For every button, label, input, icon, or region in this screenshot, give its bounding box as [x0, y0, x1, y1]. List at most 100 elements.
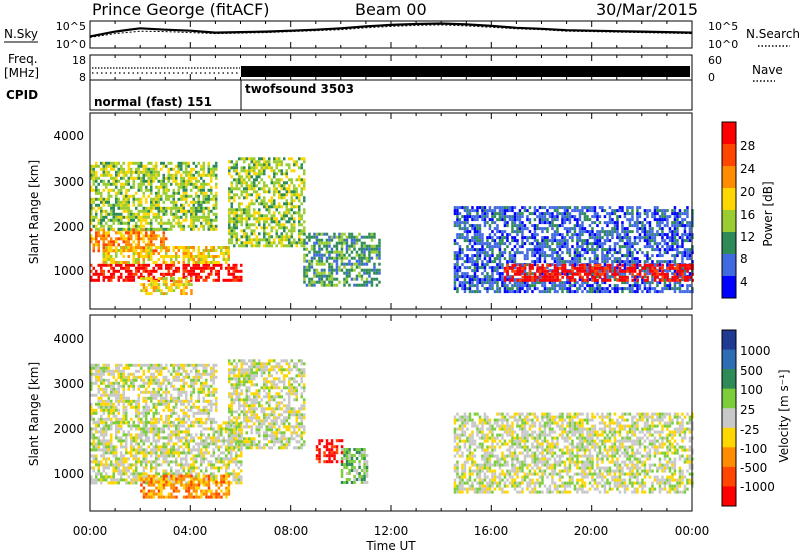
heatmap-cell: [466, 209, 469, 213]
heatmap-cell: [676, 269, 679, 273]
heatmap-cell: [237, 278, 240, 282]
heatmap-cell: [528, 266, 532, 270]
heatmap-cell: [265, 220, 268, 224]
heatmap-cell: [107, 275, 110, 279]
heatmap-cell: [107, 170, 110, 174]
heatmap-cell: [583, 227, 587, 231]
heatmap-cell: [280, 169, 283, 173]
heatmap-cell: [561, 251, 564, 255]
heatmap-cell: [583, 230, 587, 234]
heatmap-cell: [145, 457, 148, 461]
heatmap-cell: [260, 238, 263, 242]
heatmap-cell: [135, 224, 138, 228]
heatmap-cell: [210, 266, 213, 270]
heatmap-cell: [165, 277, 168, 281]
heatmap-cell: [593, 248, 597, 252]
heatmap-cell: [611, 233, 614, 237]
heatmap-cell: [182, 283, 186, 287]
heatmap-cell: [250, 184, 253, 188]
heatmap-cell: [686, 290, 689, 294]
heatmap-cell: [598, 239, 602, 243]
heatmap-cell: [563, 215, 567, 219]
heatmap-cell: [463, 272, 467, 276]
heatmap-cell: [616, 215, 619, 219]
heatmap-cell: [162, 427, 165, 431]
heatmap-cell: [330, 280, 334, 284]
heatmap-cell: [258, 223, 261, 227]
heatmap-cell: [546, 236, 549, 240]
heatmap-cell: [593, 221, 597, 225]
heatmap-cell: [152, 179, 155, 183]
heatmap-cell: [601, 272, 604, 276]
heatmap-cell: [601, 251, 604, 255]
heatmap-cell: [591, 209, 594, 213]
heatmap-cell: [538, 278, 542, 282]
heatmap-cell: [290, 202, 293, 206]
heatmap-cell: [258, 211, 261, 215]
heatmap-cell: [112, 466, 115, 470]
heatmap-cell: [576, 242, 579, 246]
heatmap-cell: [230, 166, 233, 170]
heatmap-cell: [145, 179, 148, 183]
heatmap-cell: [506, 221, 509, 225]
heatmap-cell: [270, 205, 273, 209]
heatmap-cell: [147, 439, 150, 443]
heatmap-cell: [355, 274, 359, 278]
heatmap-cell: [646, 233, 649, 237]
heatmap-cell: [358, 265, 361, 269]
heatmap-cell: [157, 454, 160, 458]
heatmap-cell: [656, 230, 659, 234]
heatmap-cell: [130, 275, 133, 279]
heatmap-cell: [132, 436, 135, 440]
heatmap-cell: [573, 215, 577, 219]
heatmap-cell: [568, 215, 572, 219]
heatmap-cell: [566, 245, 569, 249]
heatmap-cell: [503, 218, 507, 222]
heatmap-cell: [491, 212, 494, 216]
heatmap-cell: [676, 275, 679, 279]
heatmap-cell: [165, 206, 168, 210]
heatmap-cell: [112, 182, 115, 186]
heatmap-cell: [157, 258, 160, 261]
heatmap-cell: [340, 250, 344, 254]
heatmap-cell: [300, 187, 303, 191]
heatmap-cell: [122, 176, 125, 180]
heatmap-cell: [112, 454, 115, 458]
heatmap-cell: [578, 236, 582, 240]
beam-title: Beam 00: [355, 0, 427, 19]
heatmap-cell: [581, 254, 584, 258]
heatmap-cell: [273, 184, 276, 188]
heatmap-cell: [476, 227, 479, 231]
heatmap-cell: [147, 445, 150, 449]
heatmap-cell: [368, 280, 371, 284]
heatmap-cell: [132, 215, 135, 219]
heatmap-cell: [155, 424, 158, 428]
heatmap-cell: [528, 284, 532, 288]
colorbar-frame: [721, 121, 737, 299]
heatmap-cell: [310, 283, 314, 287]
heatmap-cell: [566, 269, 569, 273]
heatmap-cell: [172, 255, 175, 258]
heatmap-cell: [623, 254, 627, 258]
heatmap-cell: [355, 259, 359, 263]
heatmap-cell: [157, 463, 160, 467]
freq-band-late: [241, 66, 690, 77]
heatmap-cell: [533, 254, 537, 258]
heatmap-cell: [122, 170, 125, 174]
heatmap-cell: [165, 209, 168, 213]
heatmap-cell: [596, 248, 599, 252]
heatmap-cell: [300, 232, 303, 236]
heatmap-cell: [350, 268, 354, 272]
heatmap-cell: [162, 469, 165, 473]
heatmap-cell: [215, 182, 218, 186]
heatmap-cell: [212, 218, 215, 222]
heatmap-cell: [608, 248, 612, 252]
heatmap-cell: [471, 209, 474, 213]
heatmap-cell: [185, 161, 188, 165]
heatmap-cell: [513, 215, 517, 219]
heatmap-cell: [90, 263, 93, 267]
heatmap-cell: [531, 284, 534, 288]
heatmap-cell: [613, 290, 617, 294]
heatmap-cell: [228, 211, 231, 215]
heatmap-cell: [100, 173, 103, 177]
